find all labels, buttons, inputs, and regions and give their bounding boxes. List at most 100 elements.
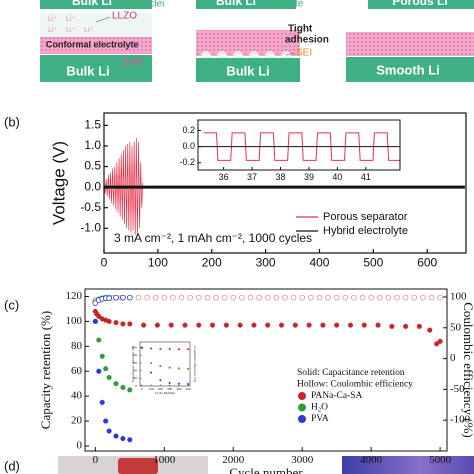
y-tick-label: 100 [132, 346, 138, 350]
hollow-point [187, 294, 193, 301]
hollow-point [428, 294, 435, 301]
point [168, 366, 171, 369]
x-tick-label: 1000 [153, 454, 176, 466]
plot-background [198, 120, 400, 170]
x-tick-label: 2000 [222, 454, 245, 466]
photo-object [118, 458, 158, 474]
legend-title: Hollow: Coulombic efficiency [297, 379, 413, 390]
legend-label: H₂O [311, 403, 328, 413]
top-right-label: Porous Li [392, 0, 447, 8]
y2-tick-label: 0 [450, 352, 456, 364]
point [106, 318, 112, 324]
y-tick-label: 20 [71, 415, 83, 427]
point [334, 322, 340, 328]
hollow-point [376, 294, 383, 301]
top-left-label: Bulk Li [72, 0, 112, 8]
hollow-point [178, 294, 185, 301]
y-tick-label: 0 [77, 440, 83, 452]
point [168, 322, 174, 328]
point [187, 348, 190, 351]
hollow-point [113, 294, 119, 301]
point [437, 338, 443, 344]
x-tick-label: 200 [202, 255, 222, 269]
hollow-point [161, 294, 168, 301]
y-tick-label: 80 [134, 353, 138, 357]
point [389, 323, 395, 329]
hollow-point [308, 294, 314, 301]
llzo-region [40, 13, 152, 37]
hollow-point [195, 294, 202, 301]
x-tick-label: 300 [256, 255, 276, 269]
hollow-point [221, 294, 228, 301]
panel-label: (b) [4, 114, 20, 129]
x-tick-label: 300 [167, 387, 173, 391]
y-tick-label: -0.2 [179, 157, 195, 167]
plot-frame [197, 119, 401, 171]
legend-label: Porous separator [323, 211, 408, 223]
hollow-point [170, 294, 176, 301]
point [92, 318, 98, 324]
x-tick-label: 400 [176, 387, 182, 391]
ion-label: Li⁺ [84, 27, 93, 34]
hollow-point [247, 294, 254, 301]
hollow-point [411, 294, 418, 301]
x-tick-label: 500 [363, 255, 383, 269]
legend-swatch [298, 415, 306, 423]
y-tick-label: 60 [134, 361, 138, 365]
y-tick-label: 40 [71, 390, 83, 402]
point [150, 361, 153, 365]
hollow-point [230, 294, 237, 301]
point [177, 382, 180, 385]
point [96, 337, 102, 343]
electrolyte-layer [346, 32, 474, 56]
x-tick-label: 5000 [429, 454, 452, 466]
point [96, 368, 102, 374]
top-right-block [368, 0, 474, 9]
point [187, 367, 190, 370]
top-middle-block [196, 0, 296, 9]
hollow-point [351, 294, 357, 301]
shp-label: SHP [122, 58, 143, 69]
point [99, 353, 105, 359]
hollow-point [402, 294, 409, 301]
bulk-li-block [40, 55, 152, 82]
legend-title: Solid: Capacitance retention [297, 368, 405, 378]
hollow-point [213, 294, 219, 301]
x-tick-label: 0 [101, 255, 108, 269]
hollow-point [385, 294, 392, 301]
plot-frame [103, 112, 467, 254]
hollow-point [106, 295, 112, 302]
point [177, 367, 180, 370]
point [210, 322, 216, 328]
y-tick-label: 1.5 [84, 118, 101, 132]
point [196, 322, 202, 328]
point [120, 321, 126, 327]
y-axis-label: Capacity retention (%) [38, 311, 53, 429]
point [347, 322, 354, 328]
ion-label: Li⁺ [48, 16, 57, 23]
point [106, 428, 112, 434]
y-tick-label: -0.5 [80, 200, 101, 214]
point [127, 437, 133, 443]
x-tick-label: 39 [304, 172, 314, 182]
bulk-li-block [196, 58, 300, 82]
hollow-point [239, 294, 245, 301]
plot-frame [84, 288, 448, 452]
point [237, 322, 243, 328]
hollow-point [282, 294, 288, 301]
point [150, 347, 153, 350]
hollow-point [368, 294, 374, 301]
x-tick-label: 600 [417, 255, 437, 269]
y-axis-label: Capacitance retention (%) [131, 345, 135, 382]
y-tick-label: 0.0 [84, 179, 101, 193]
x-tick-label: 200 [158, 387, 164, 391]
bulk-li-label: Bulk Li [226, 63, 269, 78]
legend-swatch [298, 403, 306, 412]
top-left-block [40, 0, 152, 9]
y-tick-label: 0.0 [182, 141, 195, 151]
x-tick-label: 3000 [291, 454, 314, 466]
y2-axis-label: Coulombic efficiency (%) [461, 302, 474, 438]
electrolyte-layer [40, 37, 152, 54]
point [320, 322, 326, 328]
